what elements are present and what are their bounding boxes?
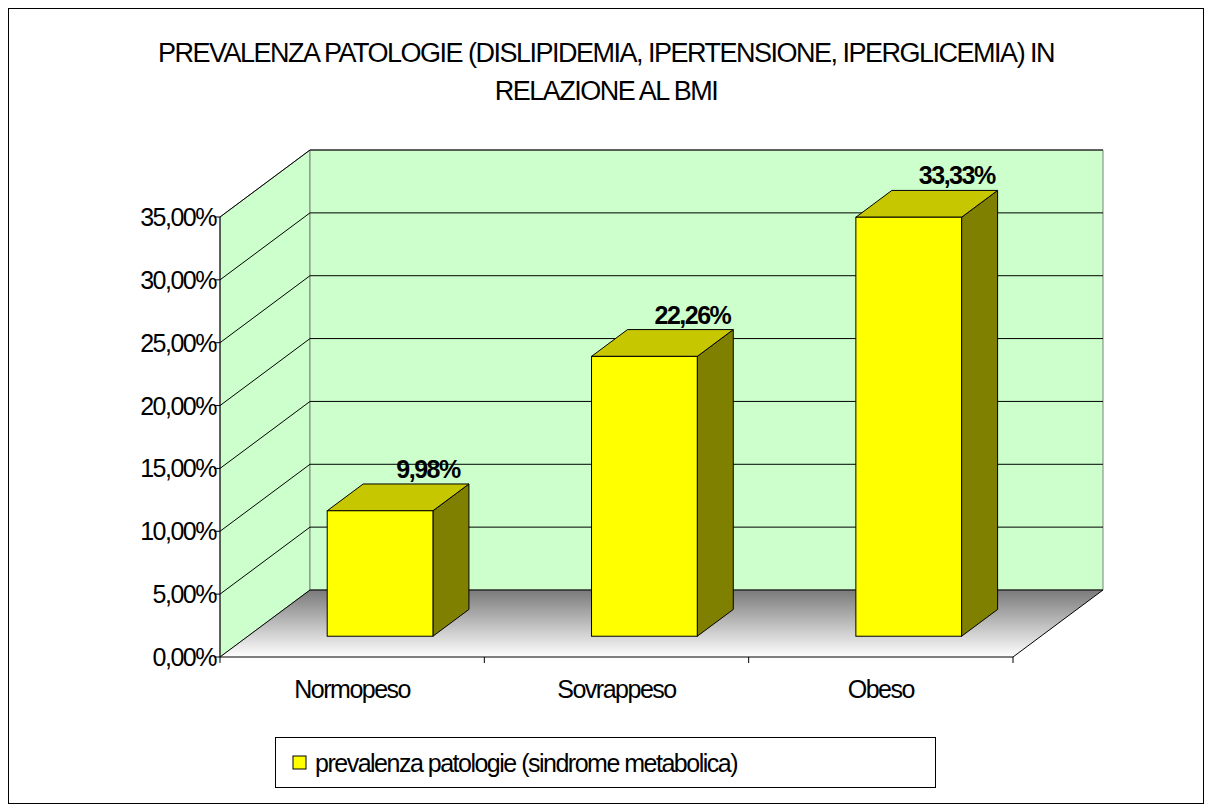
bars <box>327 190 997 636</box>
data-label: 9,98% <box>396 455 461 483</box>
chart-title: PREVALENZA PATOLOGIE (DISLIPIDEMIA, IPER… <box>158 38 1054 106</box>
x-tick <box>1013 657 1014 663</box>
y-axis <box>220 217 221 657</box>
title-line: RELAZIONE AL BMI <box>495 76 718 106</box>
bar <box>592 330 734 637</box>
y-tick-label: 35,00% <box>140 203 217 231</box>
bar <box>327 484 469 636</box>
legend-swatch <box>293 756 306 769</box>
chart-svg: PREVALENZA PATOLOGIE (DISLIPIDEMIA, IPER… <box>0 0 1213 812</box>
grid-line <box>220 150 1103 217</box>
title-line: PREVALENZA PATOLOGIE (DISLIPIDEMIA, IPER… <box>158 38 1054 68</box>
legend-label: prevalenza patologie (sindrome metabolic… <box>315 749 737 777</box>
x-axis <box>220 657 1013 658</box>
bar-front <box>327 511 433 636</box>
side-wall <box>220 150 310 657</box>
data-labels: 9,98% 22,26% 33,33% <box>396 161 996 483</box>
y-tick-label: 10,00% <box>140 517 217 545</box>
bar-top <box>327 484 469 511</box>
chart-container: PREVALENZA PATOLOGIE (DISLIPIDEMIA, IPER… <box>0 0 1213 812</box>
x-tick-label: Normopeso <box>294 675 410 703</box>
chart-frame <box>9 9 1204 804</box>
floor-edge <box>1013 590 1103 657</box>
x-tick <box>748 657 749 663</box>
y-tick-label: 30,00% <box>140 266 217 294</box>
bar-side <box>697 330 733 637</box>
y-tick-label: 0,00% <box>153 643 218 671</box>
legend-box <box>276 738 936 788</box>
bar-top <box>856 190 998 217</box>
data-label: 22,26% <box>655 301 732 329</box>
data-label: 33,33% <box>919 161 996 189</box>
x-tick-label: Obeso <box>848 675 915 703</box>
bar-front <box>856 217 962 636</box>
bar <box>856 190 998 636</box>
bar-front <box>592 356 698 636</box>
x-tick <box>220 657 221 663</box>
x-tick-label: Sovrappeso <box>557 675 676 703</box>
y-tick-label: 15,00% <box>140 454 217 482</box>
bar-side <box>962 190 998 636</box>
y-tick-label: 5,00% <box>153 580 218 608</box>
bar-top <box>592 330 734 357</box>
x-tick <box>484 657 485 663</box>
y-tick-label: 20,00% <box>140 392 217 420</box>
y-tick-label: 25,00% <box>140 329 217 357</box>
legend: prevalenza patologie (sindrome metabolic… <box>276 738 936 788</box>
